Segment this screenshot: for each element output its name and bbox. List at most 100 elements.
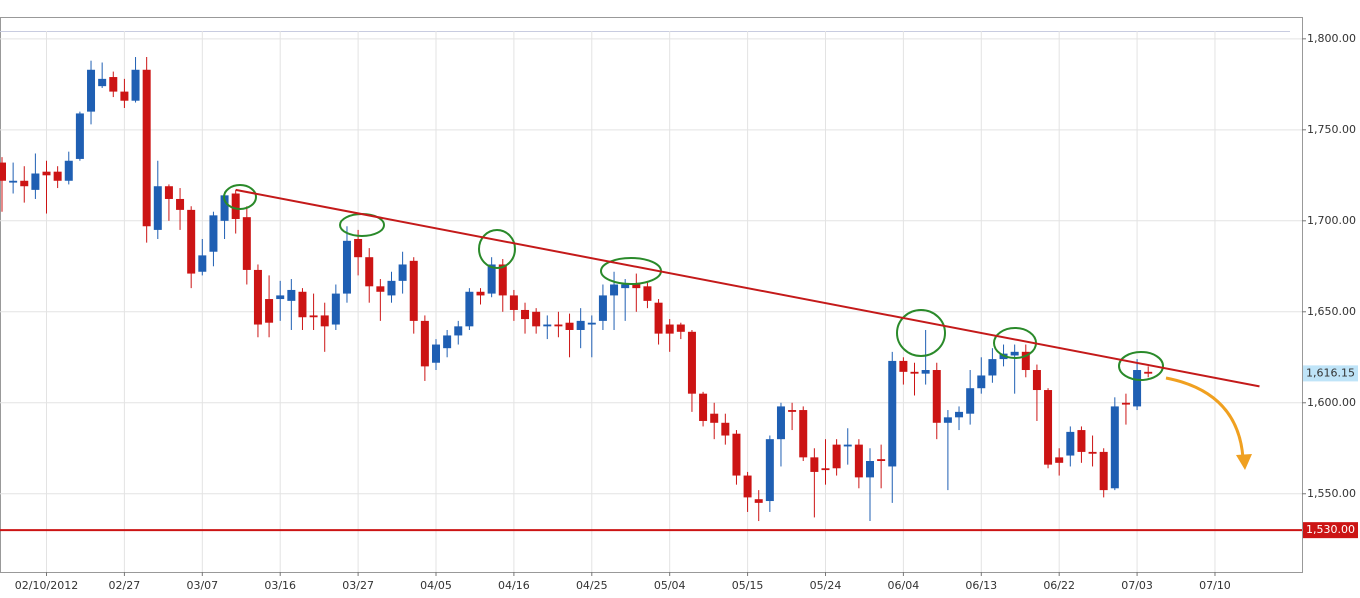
support-label: 1,530.00 <box>1306 523 1355 536</box>
candle-body <box>387 280 396 296</box>
candle-body <box>420 320 429 367</box>
candle-body <box>832 444 841 469</box>
candle-body <box>754 499 763 503</box>
x-tick-label: 04/16 <box>498 579 530 592</box>
forecast-arrow <box>1165 376 1252 470</box>
x-tick-label: 06/22 <box>1043 579 1075 592</box>
candle-body <box>376 286 385 292</box>
candle-body <box>565 322 574 330</box>
x-tick-label: 02/27 <box>109 579 141 592</box>
candle-body <box>632 284 641 289</box>
x-tick-label: 05/15 <box>732 579 764 592</box>
candle-body <box>543 324 552 327</box>
candle-body <box>320 315 329 327</box>
y-tick-label: 1,700.00 <box>1307 214 1356 227</box>
x-tick-label: 03/07 <box>186 579 218 592</box>
arrow-head <box>1236 454 1252 470</box>
x-tick-label: 04/25 <box>576 579 608 592</box>
candle-body <box>1110 406 1119 489</box>
candle-body <box>977 375 986 389</box>
candle-body <box>432 344 440 363</box>
candle-body <box>331 293 340 325</box>
y-tick-label: 1,800.00 <box>1307 32 1356 45</box>
candle-body <box>654 302 663 334</box>
candle-body <box>465 291 474 327</box>
candle-body <box>98 78 107 87</box>
candle-body <box>253 269 262 325</box>
candle-body <box>776 406 785 440</box>
candle-body <box>1121 402 1130 405</box>
candle-body <box>1133 370 1142 407</box>
candle-body <box>231 193 240 219</box>
candle-body <box>943 417 952 423</box>
candle-body <box>955 411 964 418</box>
candle-body <box>710 413 719 423</box>
candle-body <box>1099 451 1108 491</box>
candle-body <box>487 264 496 294</box>
candle-body <box>799 410 808 458</box>
highlight <box>896 309 946 357</box>
candle-body <box>743 475 752 498</box>
candle-body <box>988 359 997 376</box>
candle-body <box>532 311 541 327</box>
candle-body <box>676 324 685 332</box>
candle-body <box>598 295 607 321</box>
candle-body <box>509 295 518 310</box>
candle-body <box>131 69 140 101</box>
candle-body <box>142 69 151 227</box>
y-tick-label: 1,650.00 <box>1307 305 1356 318</box>
candle-body <box>732 433 741 476</box>
x-tick-label: 06/13 <box>965 579 997 592</box>
y-tick-label: 1,550.00 <box>1307 487 1356 500</box>
x-tick-label: 07/10 <box>1199 579 1231 592</box>
candle-body <box>921 370 930 374</box>
arrow-shaft <box>1165 376 1245 459</box>
grid <box>0 31 1302 572</box>
candle-body <box>810 457 819 472</box>
candle-body <box>75 113 84 159</box>
candle-body <box>721 422 730 436</box>
x-tick-label: 06/04 <box>888 579 920 592</box>
candle-body <box>877 459 886 461</box>
candle-body <box>298 291 307 318</box>
candle-body <box>443 335 452 349</box>
candle-body <box>1088 451 1097 454</box>
candle-body <box>821 468 830 471</box>
candle-body <box>87 69 96 112</box>
candle-body <box>843 444 852 447</box>
candle-body <box>932 370 941 423</box>
candle-body <box>42 171 51 176</box>
candle-body <box>409 260 418 321</box>
candle-body <box>164 186 173 199</box>
x-tick-label: 03/27 <box>342 579 374 592</box>
candle-body <box>209 215 218 252</box>
candle-body <box>966 388 975 414</box>
candle-body <box>276 295 285 300</box>
candle-body <box>610 284 619 296</box>
candle-body <box>342 240 351 294</box>
candle-body <box>1044 390 1053 465</box>
y-tick-label: 1,750.00 <box>1307 123 1356 136</box>
candle-body <box>888 360 897 467</box>
candle-body <box>910 371 919 374</box>
candle-body <box>498 264 507 296</box>
candle-body <box>120 91 129 101</box>
candle-body <box>643 286 652 301</box>
candle-body <box>153 186 162 230</box>
highlight <box>478 229 516 269</box>
candle-body <box>1077 430 1086 452</box>
candle-body <box>521 309 530 320</box>
candle-body <box>9 180 18 183</box>
candle-body <box>20 180 29 187</box>
candle-body <box>1021 351 1030 371</box>
plot-frame <box>0 17 1303 573</box>
x-tick-label: 05/24 <box>810 579 842 592</box>
candle-body <box>220 195 229 221</box>
trend-line <box>235 188 1260 388</box>
candle-body <box>398 264 407 281</box>
candle-body <box>109 77 118 92</box>
candle-body <box>354 239 363 258</box>
candle-body <box>665 324 674 334</box>
candle-body <box>1032 370 1041 391</box>
candle-body <box>287 289 296 301</box>
